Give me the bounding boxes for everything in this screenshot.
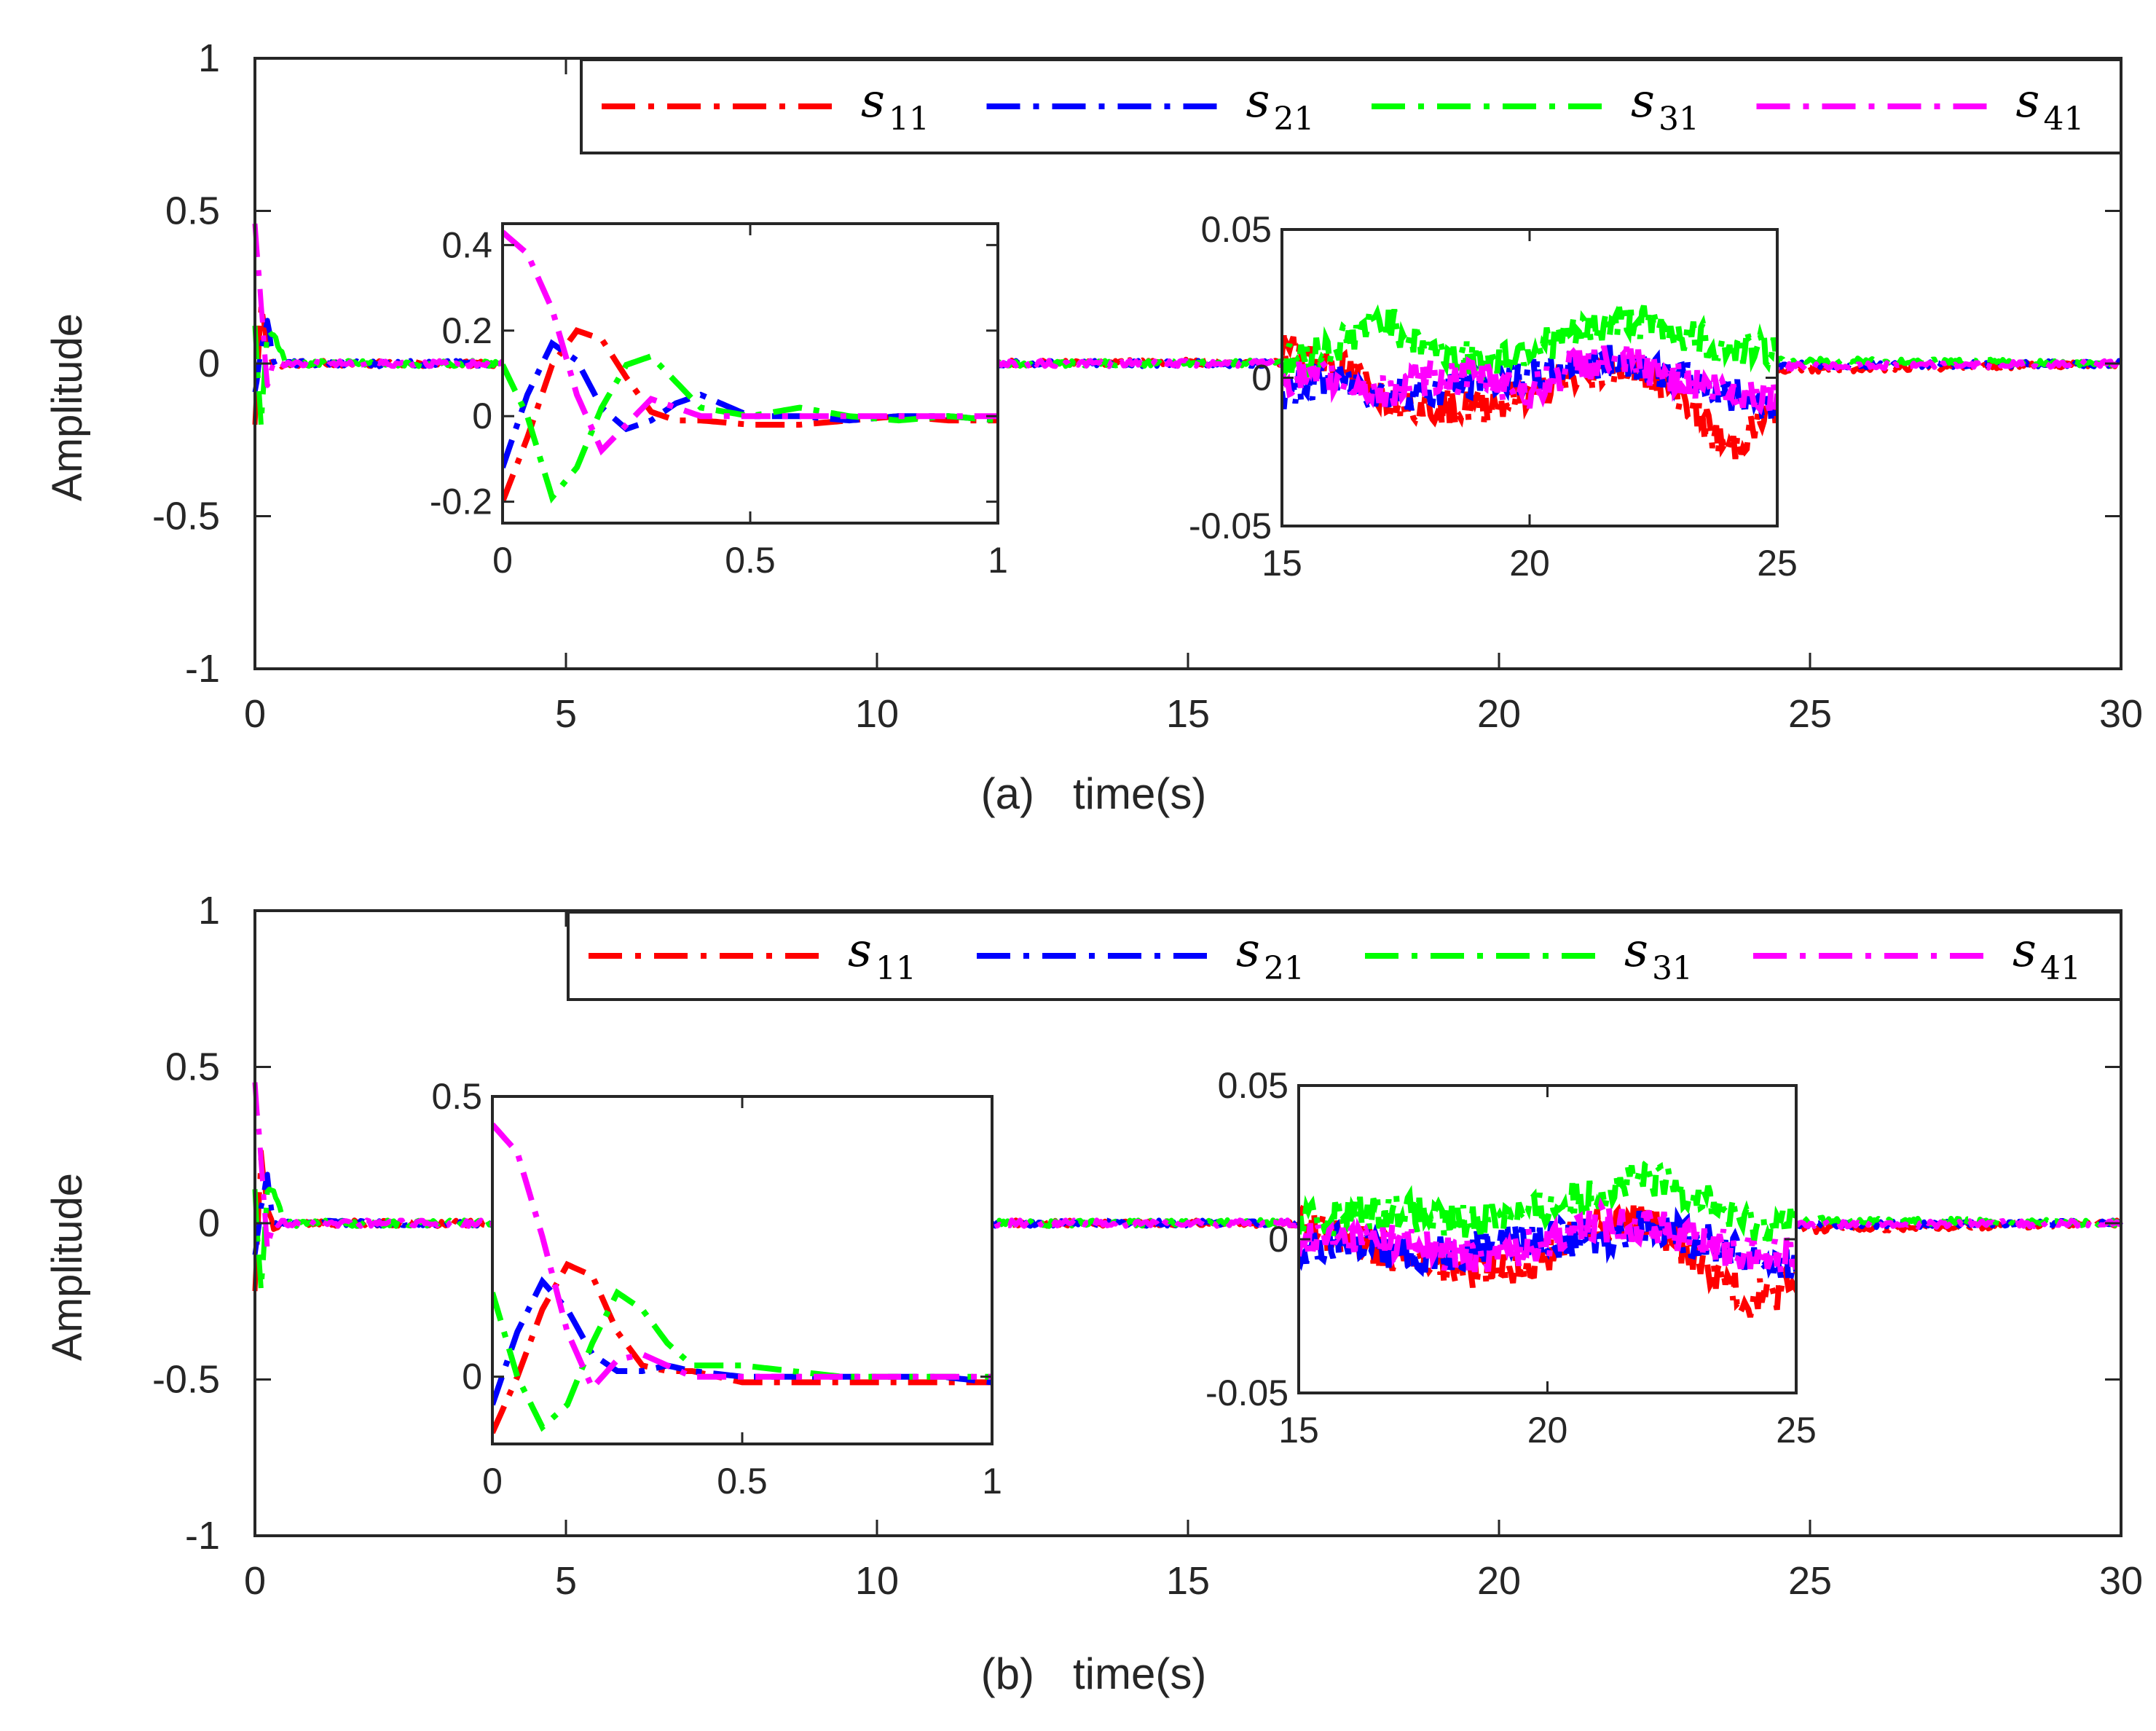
inset-y-tick-label: 0: [1268, 1219, 1289, 1260]
y-tick-label: 0.5: [165, 1045, 220, 1089]
legend-box: [567, 911, 2122, 1001]
x-tick-label: 25: [1788, 692, 1832, 736]
legend-subscript: 11: [876, 950, 916, 987]
legend-subscript: 31: [1652, 950, 1693, 987]
x-tick-label: 20: [1477, 1559, 1521, 1603]
inset-x-tick-label: 20: [1527, 1410, 1568, 1451]
y-axis-label: Amplitude: [44, 313, 91, 501]
inset-y-tick-label: 0.2: [441, 310, 492, 351]
inset-x-tick-label: 0.5: [717, 1461, 768, 1502]
x-tick-label: 0: [244, 1559, 266, 1603]
inset-y-tick-label: 0.05: [1218, 1065, 1289, 1106]
inset-x-tick-label: 1: [988, 540, 1008, 581]
legend-subscript: 11: [889, 101, 929, 138]
inset-1: 0 0.5 1 0.5 0: [431, 1076, 1002, 1502]
inset-series-group: [492, 1122, 992, 1434]
inset-series-group: [503, 229, 998, 504]
inset-2: 15 20 25 0.05 0 -0.05: [1189, 209, 1798, 584]
inset-x-tick-label: 0: [492, 540, 513, 581]
y-tick-label: -0.5: [152, 495, 220, 538]
inset-series-group: [1299, 1154, 1796, 1320]
inset-series-line-s41: [1299, 1197, 1796, 1284]
caption-letter: (b): [981, 1649, 1034, 1698]
x-tick-label: 25: [1788, 1559, 1832, 1603]
legend-symbol: s: [1631, 74, 1655, 128]
inset-y-tick-label: -0.2: [430, 482, 492, 522]
y-tick-label: -1: [185, 1514, 220, 1558]
caption-letter: (a): [981, 769, 1034, 818]
x-tick-label: 15: [1166, 692, 1210, 736]
inset-y-tick-label: 0.05: [1201, 209, 1272, 250]
series-line-s41: [252, 1082, 2123, 1252]
inset-y-tick-label: 0: [472, 396, 492, 436]
inset-series-line-s31: [492, 1288, 992, 1432]
inset-x-tick-label: 1: [982, 1461, 1002, 1502]
legend-subscript: 21: [1264, 950, 1305, 987]
legend: s 11 s 21 s 31 s 41: [580, 58, 2122, 154]
inset-x-tick-label: 25: [1776, 1410, 1817, 1451]
inset-y-tick-label: 0.4: [441, 224, 492, 265]
caption-text: time(s): [1073, 769, 1206, 818]
x-tick-label: 30: [2099, 1559, 2143, 1603]
inset-series-line-s41: [1282, 345, 1777, 416]
x-tick-label: 5: [555, 692, 577, 736]
y-tick-label: 0: [198, 342, 220, 385]
inset-2: 15 20 25 0.05 0 -0.05: [1205, 1065, 1817, 1451]
y-tick-label: 0: [198, 1201, 220, 1245]
inset-y-tick-label: -0.05: [1189, 506, 1272, 546]
legend-symbol: s: [1246, 74, 1270, 128]
x-tick-label: 30: [2099, 692, 2143, 736]
y-tick-label: 0.5: [165, 189, 220, 233]
legend-symbol: s: [2013, 924, 2037, 978]
x-tick-label: 10: [855, 1559, 899, 1603]
legend-subscript: 41: [2044, 101, 2085, 138]
inset-1: 0 0.5 10.40.20-0.2: [430, 222, 1008, 581]
inset-y-tick-label: 0.5: [431, 1076, 482, 1117]
legend-subscript: 31: [1659, 101, 1699, 138]
inset-x-tick-label: 20: [1509, 543, 1550, 584]
y-tick-label: -1: [185, 647, 220, 691]
inset-series-line-s31: [1282, 297, 1777, 385]
legend-symbol: s: [1624, 924, 1648, 978]
caption-text: time(s): [1073, 1649, 1206, 1698]
legend-symbol: s: [848, 924, 872, 978]
legend: s 11 s 21 s 31 s 41: [567, 911, 2122, 1001]
inset-series-line-s11: [492, 1260, 992, 1434]
inset-series-group: [1282, 297, 1777, 460]
inset-x-tick-label: 0.5: [725, 540, 776, 581]
x-tick-label: 10: [855, 692, 899, 736]
x-tick-label: 20: [1477, 692, 1521, 736]
inset-x-tick-label: 0: [482, 1461, 503, 1502]
legend-subscript: 41: [2040, 950, 2081, 987]
legend-symbol: s: [861, 74, 885, 128]
legend-symbol: s: [2016, 74, 2040, 128]
x-tick-label: 5: [555, 1559, 577, 1603]
inset-series-line-s31: [503, 353, 998, 504]
inset-y-tick-label: 0: [1251, 358, 1272, 399]
inset-y-tick-label: -0.05: [1205, 1373, 1289, 1413]
inset-series-line-s41: [503, 229, 998, 456]
inset-x-tick-label: 15: [1278, 1410, 1319, 1451]
y-tick-label: 1: [198, 36, 220, 80]
legend-box: [580, 58, 2122, 154]
legend-symbol: s: [1236, 924, 1260, 978]
inset-series-line-s31: [1299, 1154, 1796, 1242]
x-tick-label: 15: [1166, 1559, 1210, 1603]
inset-background: [503, 224, 998, 523]
y-tick-label: -0.5: [152, 1358, 220, 1402]
inset-y-tick-label: 0: [462, 1357, 482, 1397]
inset-x-tick-label: 15: [1262, 543, 1302, 584]
inset-x-tick-label: 25: [1757, 543, 1798, 584]
y-tick-label: 1: [198, 889, 220, 933]
legend-subscript: 21: [1274, 101, 1315, 138]
x-tick-label: 0: [244, 692, 266, 736]
inset-series-line-s41: [492, 1122, 992, 1394]
y-axis-label: Amplitude: [44, 1173, 91, 1361]
